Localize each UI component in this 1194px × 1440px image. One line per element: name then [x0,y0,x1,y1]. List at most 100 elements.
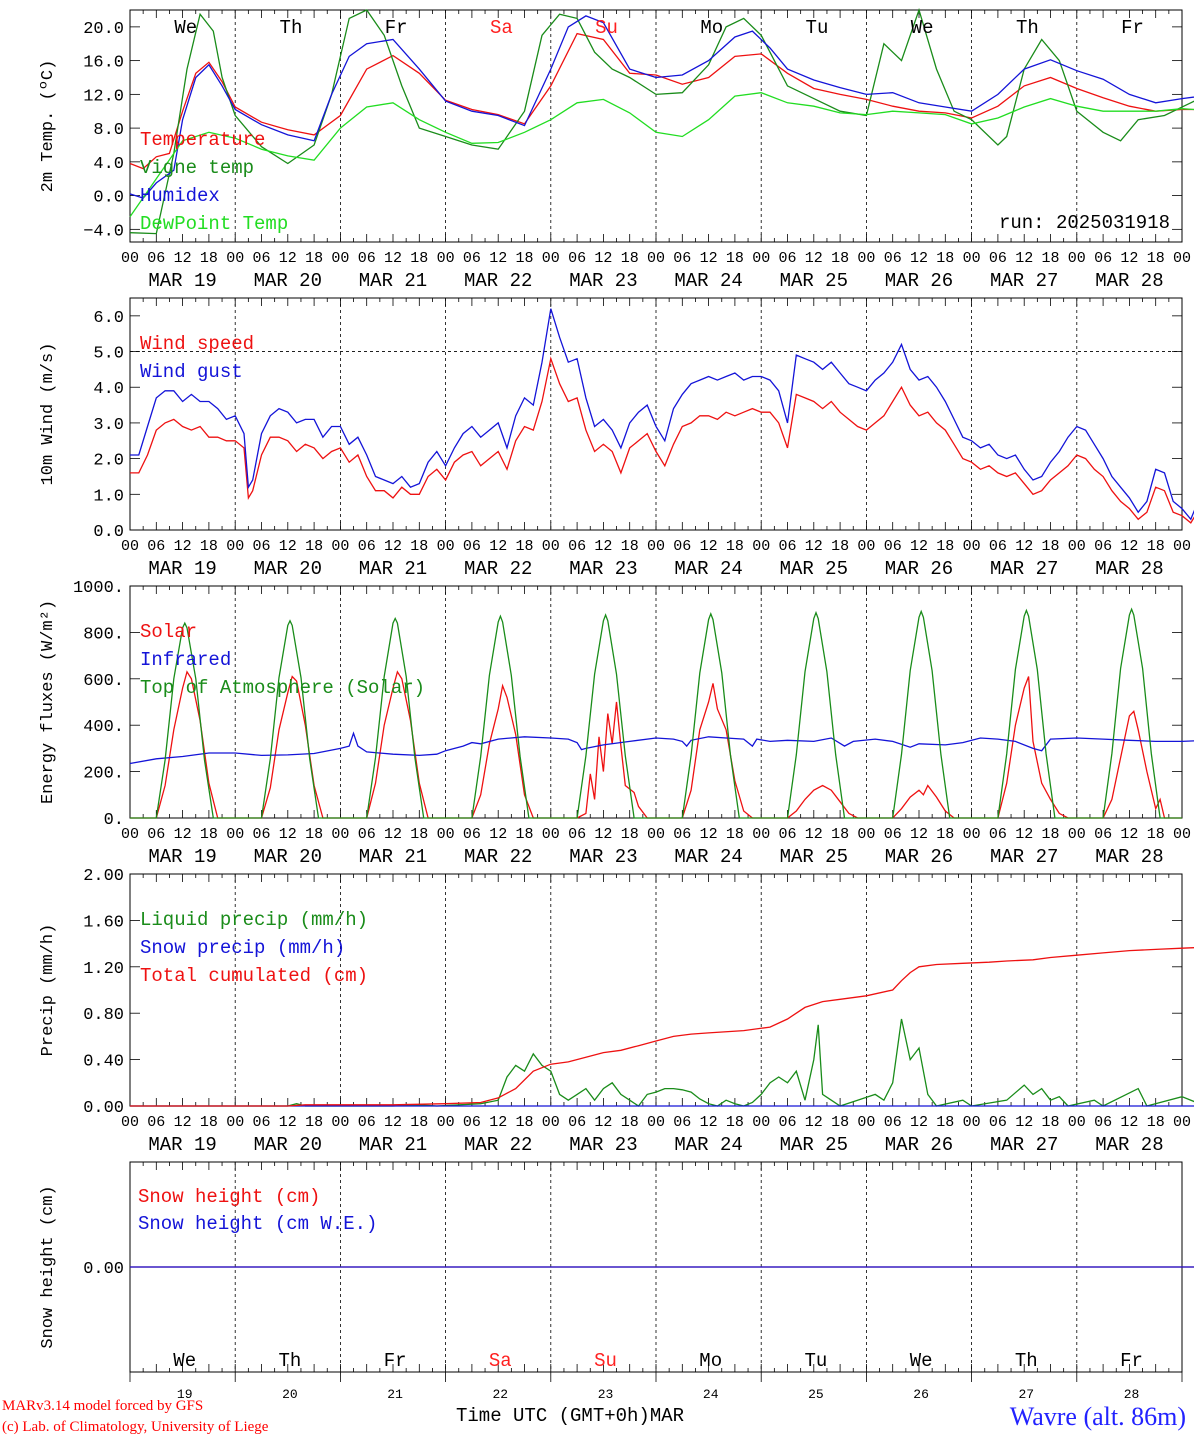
hour-tick-label: 18 [305,1114,323,1131]
hour-tick-label: 06 [884,250,902,267]
legend-entry: DewPoint Temp [140,213,288,235]
date-label: MAR 20 [254,846,322,868]
hour-tick-label: 18 [515,250,533,267]
hour-tick-label: 12 [805,538,823,555]
hour-tick-label: 00 [647,826,665,843]
y-tick-label: 1000. [73,579,124,598]
day-of-week-label: We [174,17,197,39]
date-label: MAR 21 [359,846,427,868]
day-of-week-label: Fr [384,1350,407,1372]
day-of-week-label: Fr [385,17,408,39]
model-credit: MARv3.14 model forced by GFS [2,1398,204,1414]
hour-tick-label: 12 [174,538,192,555]
day-of-week-label: We [173,1350,196,1372]
day-number-label: 28 [1124,1387,1140,1402]
day-of-week-label: Sa [490,17,513,39]
hour-tick-label: 06 [673,1114,691,1131]
date-label: MAR 22 [464,558,532,580]
y-tick-label: 1.0 [93,487,124,506]
hour-tick-label: 00 [1068,538,1086,555]
y-tick-label: 8.0 [93,121,124,140]
hour-tick-label: 06 [147,826,165,843]
date-label: MAR 19 [148,846,216,868]
hour-tick-label: 18 [1147,250,1165,267]
y-tick-label: 0.00 [83,1099,124,1118]
y-tick-label: 200. [83,765,124,784]
hour-tick-label: 18 [831,1114,849,1131]
hour-tick-label: 06 [463,1114,481,1131]
hour-tick-label: 06 [673,826,691,843]
y-tick-label: 800. [83,625,124,644]
legend-entry: Wind speed [140,333,254,355]
date-label: MAR 25 [780,558,848,580]
hour-tick-label: 12 [910,538,928,555]
hour-tick-label: 00 [1068,826,1086,843]
hour-tick-label: 18 [621,1114,639,1131]
hour-tick-label: 06 [147,538,165,555]
hour-tick-label: 18 [200,1114,218,1131]
hour-tick-label: 00 [542,826,560,843]
day-of-week-label: We [910,1350,933,1372]
hour-tick-label: 00 [542,538,560,555]
hour-tick-label: 18 [515,1114,533,1131]
legend-entry: Solar [140,621,197,643]
series-line-infrared [129,731,1194,765]
hour-tick-label: 00 [121,1114,139,1131]
date-label: MAR 22 [464,846,532,868]
hour-tick-label: 12 [174,250,192,267]
series-line-temperature [129,32,1194,170]
hour-tick-label: 00 [437,250,455,267]
run-annotation: run: 2025031918 [999,212,1170,234]
hour-tick-label: 00 [857,1114,875,1131]
hour-tick-label: 12 [1015,826,1033,843]
hour-tick-label: 18 [621,538,639,555]
hour-tick-label: 06 [1094,538,1112,555]
hour-tick-label: 18 [831,538,849,555]
hour-tick-label: 12 [279,1114,297,1131]
hour-tick-label: 12 [594,538,612,555]
date-label: MAR 27 [990,1134,1058,1156]
panel-precip: 2.00 1.60 1.20 0.80 0.40 0.00 Precip (mm/h) Liq… [39,867,1194,1156]
date-label: MAR 28 [1095,1134,1163,1156]
y-tick-label: 1.20 [83,960,124,979]
hour-tick-label: 12 [489,1114,507,1131]
hour-tick-label: 18 [200,538,218,555]
day-of-week-label: Fr [1121,17,1144,39]
hour-tick-label: 06 [463,250,481,267]
hour-tick-label: 12 [1120,1114,1138,1131]
hour-tick-label: 06 [778,826,796,843]
date-label: MAR 25 [780,846,848,868]
day-of-week-label: Th [280,17,303,39]
hour-tick-label: 12 [1015,250,1033,267]
date-label: MAR 26 [885,846,953,868]
hour-tick-label: 00 [226,1114,244,1131]
panel-snow: 0.00 Snow height (cm) Snow height (cm) Snow… [39,1161,1194,1402]
hour-tick-label: 00 [226,826,244,843]
day-of-week-label: Tu [806,17,829,39]
date-label: MAR 25 [780,270,848,292]
hour-tick-label: 12 [279,250,297,267]
hour-tick-label: 18 [410,1114,428,1131]
date-label: MAR 23 [569,1134,637,1156]
y-axis-label: Snow height (cm) [39,1185,58,1348]
hour-tick-label: 18 [515,538,533,555]
date-label: MAR 23 [569,558,637,580]
day-of-week-label: We [911,17,934,39]
hour-tick-label: 06 [884,826,902,843]
y-axis-label: 10m Wind (m/s) [39,343,58,486]
hour-tick-label: 18 [726,1114,744,1131]
hour-tick-label: 06 [989,826,1007,843]
hour-tick-label: 12 [279,538,297,555]
y-tick-label: 6.0 [93,309,124,328]
hour-tick-label: 12 [489,250,507,267]
hour-tick-label: 06 [463,538,481,555]
legend-entry: Top of Atmosphere (Solar) [140,677,425,699]
hour-tick-label: 18 [410,250,428,267]
hour-tick-label: 12 [384,250,402,267]
legend-entry: Snow precip (mm/h) [140,937,345,959]
hour-tick-label: 12 [1120,250,1138,267]
hour-tick-label: 06 [1094,250,1112,267]
hour-tick-label: 18 [200,826,218,843]
hour-tick-label: 06 [884,1114,902,1131]
